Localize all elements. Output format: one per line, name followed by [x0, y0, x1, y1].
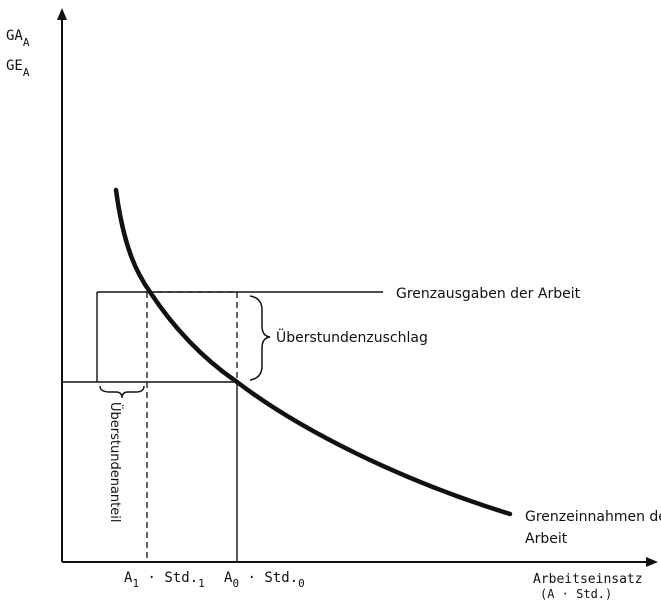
- y-axis-label-ge: GEA: [6, 58, 30, 79]
- grenzausgaben-label: Grenzausgaben der Arbeit: [396, 286, 581, 302]
- ueberstundenanteil-brace: [99, 385, 145, 399]
- ueberstundenzuschlag-brace: [249, 295, 271, 381]
- grenzeinnahmen-curve: [113, 187, 513, 517]
- x-axis-arrow: [646, 557, 658, 567]
- x-axis-label: Arbeitseinsatz: [533, 572, 643, 587]
- tick-label-a0: A0 · Std.0: [224, 570, 305, 590]
- y-axis-arrow: [57, 8, 67, 20]
- y-axis-label-ga: GAA: [6, 28, 30, 49]
- ueberstundenzuschlag-label: Überstundenzuschlag: [276, 328, 428, 346]
- grenzeinnahmen-label-line2: Arbeit: [525, 531, 568, 547]
- x-axis-unit: (A · Std.): [540, 587, 612, 601]
- ueberstundenanteil-label: Überstundenanteil: [107, 402, 124, 522]
- tick-label-a1: A1 · Std.1: [124, 570, 205, 590]
- grenzeinnahmen-label-line1: Grenzeinnahmen der: [525, 509, 661, 525]
